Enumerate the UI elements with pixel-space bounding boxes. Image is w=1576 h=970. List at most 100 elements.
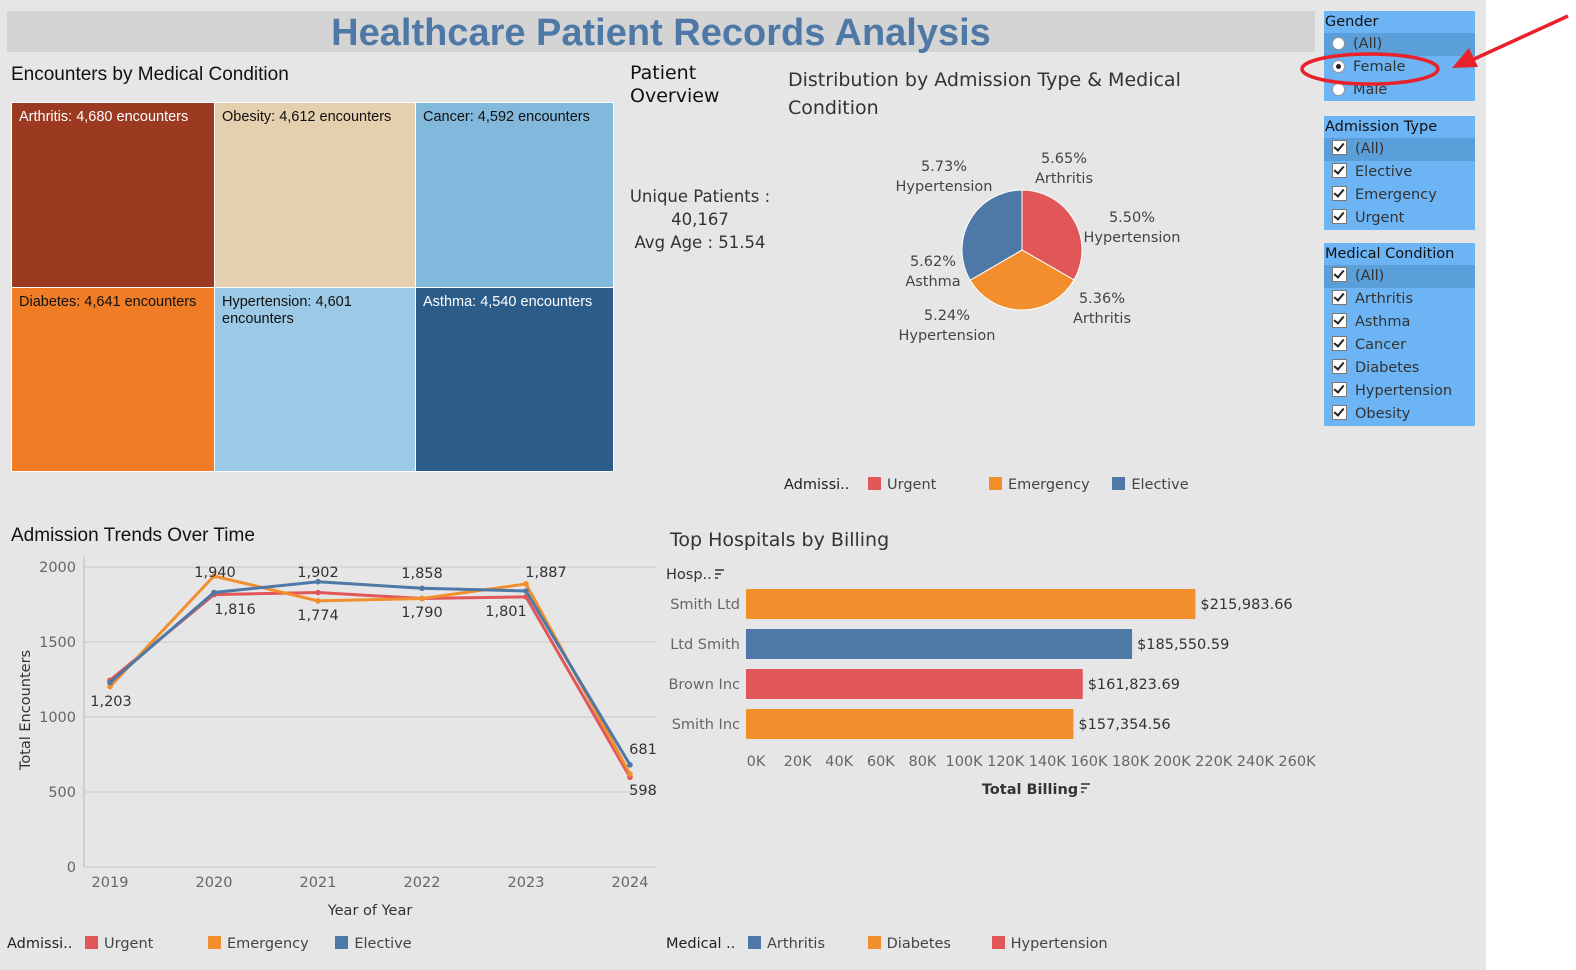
line-series [108, 574, 632, 775]
y-tick-label: 1500 [39, 635, 76, 651]
legend-item-diabetes[interactable]: Diabetes [867, 936, 951, 952]
checkbox-icon [1332, 163, 1347, 178]
admission-option-elective[interactable]: Elective [1324, 161, 1475, 184]
data-label: 1,774 [297, 608, 339, 624]
pie-label: 5.24% Hypertension [887, 306, 1007, 346]
medical-condition-filter: Medical Condition (All) Arthritis Asthma… [1324, 243, 1475, 426]
line-point[interactable] [315, 578, 321, 585]
sort-icon[interactable] [715, 569, 724, 579]
legend-label: Hypertension [1010, 936, 1108, 952]
line-point[interactable] [419, 585, 425, 592]
condition-option-hypertension[interactable]: Hypertension [1324, 380, 1475, 403]
line-chart: 2000 1500 1000 500 0 2019 2020 2021 2022 2023 2024… [18, 557, 657, 919]
legend-item-elective[interactable]: Elective [335, 936, 412, 952]
line-point[interactable] [627, 771, 633, 777]
treemap-cell-cancer[interactable]: Cancer: 4,592 encounters [415, 102, 614, 288]
checkbox-icon [1332, 290, 1347, 305]
bar-chart-title: Top Hospitals by Billing [670, 529, 890, 551]
option-label: Cancer [1355, 337, 1407, 353]
condition-option-arthritis[interactable]: Arthritis [1324, 288, 1475, 311]
legend-caption: Admissi.. [784, 477, 850, 493]
legend-item-urgent[interactable]: Urgent [868, 477, 936, 493]
legend-label: Emergency [1007, 477, 1090, 493]
line-point[interactable] [211, 573, 217, 579]
category-label: Smith Inc [672, 717, 740, 733]
line-point[interactable] [419, 595, 425, 602]
category-label: Brown Inc [668, 677, 740, 693]
x-axis-title: Total Billing [982, 782, 1078, 798]
x-tick-label: 120K [987, 754, 1025, 770]
data-label: 1,816 [214, 602, 256, 618]
treemap-cell-obesity[interactable]: Obesity: 4,612 encounters [214, 102, 416, 288]
line-series [109, 580, 632, 766]
option-label: Asthma [1355, 314, 1411, 330]
legend-item-emergency[interactable]: Emergency [988, 477, 1090, 493]
condition-option-obesity[interactable]: Obesity [1324, 403, 1475, 426]
legend-label: Elective [1131, 477, 1189, 493]
option-label: Emergency [1355, 187, 1437, 203]
legend-item-elective[interactable]: Elective [1112, 477, 1189, 493]
line-point[interactable] [523, 581, 529, 587]
legend-swatch [991, 936, 1005, 949]
x-tick-label: 80K [908, 754, 936, 770]
treemap-cell-arthritis[interactable]: Arthritis: 4,680 encounters [11, 102, 215, 288]
data-label: 1,790 [401, 605, 443, 621]
treemap-cell-diabetes[interactable]: Diabetes: 4,641 encounters [11, 287, 215, 472]
gender-option-male[interactable]: Male [1324, 79, 1475, 101]
bar[interactable] [746, 589, 1196, 619]
checkbox-icon [1332, 140, 1347, 155]
x-tick-label: 100K [945, 754, 983, 770]
condition-option-cancer[interactable]: Cancer [1324, 334, 1475, 357]
x-tick-label: 60K [867, 754, 895, 770]
line-point[interactable] [523, 588, 529, 594]
x-tick-label: 2022 [404, 875, 441, 891]
line-series [109, 590, 632, 779]
pie-label: 5.50% Hypertension [1072, 208, 1192, 248]
line-point[interactable] [211, 589, 217, 596]
line-point[interactable] [315, 598, 321, 604]
unique-patients-label: Unique Patients : [629, 187, 771, 206]
treemap-label: Obesity: 4,612 encounters [222, 109, 392, 125]
condition-option-asthma[interactable]: Asthma [1324, 311, 1475, 334]
x-tick-label: 20K [784, 754, 812, 770]
sort-icon[interactable] [1081, 783, 1090, 793]
admission-option-urgent[interactable]: Urgent [1324, 207, 1475, 230]
y-tick-label: 500 [48, 785, 76, 801]
admission-option-all[interactable]: (All) [1324, 138, 1475, 161]
admission-option-emergency[interactable]: Emergency [1324, 184, 1475, 207]
condition-option-all[interactable]: (All) [1324, 265, 1475, 288]
line-point[interactable] [107, 683, 113, 690]
legend-item-hypertension[interactable]: Hypertension [991, 936, 1108, 952]
line-point[interactable] [315, 589, 321, 596]
bar[interactable] [746, 629, 1133, 659]
treemap-cell-asthma[interactable]: Asthma: 4,540 encounters [415, 287, 614, 472]
pie-label: 5.36% Arthritis [1052, 289, 1152, 329]
legend-label: Diabetes [886, 936, 951, 952]
bar[interactable] [746, 709, 1074, 739]
legend-swatch [868, 477, 881, 490]
legend-item-urgent[interactable]: Urgent [85, 936, 153, 952]
x-tick-label: 0K [747, 754, 766, 770]
avg-age: Avg Age : 51.54 [634, 233, 766, 252]
y-axis-title: Hosp.. [666, 567, 712, 583]
gender-option-female[interactable]: Female [1324, 56, 1475, 79]
legend-swatch [1112, 477, 1126, 490]
gender-option-all[interactable]: (All) [1324, 33, 1475, 56]
treemap-label: Arthritis: 4,680 encounters [19, 109, 189, 125]
option-label: Obesity [1355, 406, 1411, 422]
legend-item-emergency[interactable]: Emergency [207, 936, 309, 952]
x-tick-label: 2020 [196, 875, 233, 891]
bar[interactable] [746, 669, 1083, 699]
radio-selected-icon [1332, 60, 1345, 73]
line-point[interactable] [107, 679, 113, 686]
line-point[interactable] [627, 762, 633, 768]
treemap-cell-hypertension[interactable]: Hypertension: 4,601 encounters [214, 287, 416, 472]
pie-label: 5.73% Hypertension [884, 157, 1004, 197]
condition-option-diabetes[interactable]: Diabetes [1324, 357, 1475, 380]
data-label: 598 [629, 783, 657, 799]
data-label: 1,858 [401, 566, 443, 582]
checkbox-icon [1332, 267, 1347, 282]
bar-value-label: $215,983.66 [1200, 597, 1292, 613]
checkbox-icon [1332, 359, 1347, 374]
legend-item-arthritis[interactable]: Arthritis [748, 936, 825, 952]
